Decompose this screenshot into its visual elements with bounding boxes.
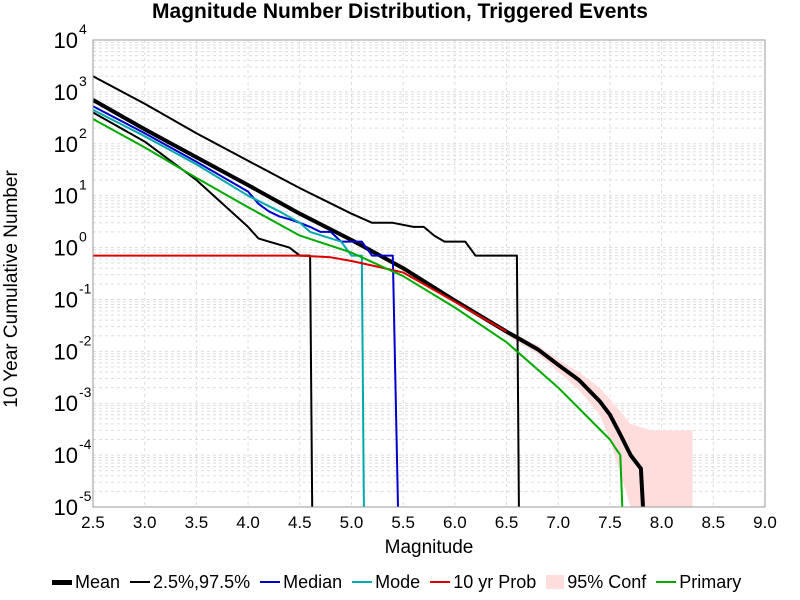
legend-item: 10 yr Prob <box>430 572 536 593</box>
svg-text:10: 10 <box>54 443 78 468</box>
x-tick-label: 4.5 <box>288 513 312 532</box>
svg-text:-2: -2 <box>79 332 92 348</box>
legend-label: 10 yr Prob <box>453 571 537 592</box>
svg-text:10: 10 <box>54 339 78 364</box>
y-tick-label: 10 0 <box>54 229 87 261</box>
y-tick-label: 10 4 <box>54 21 87 53</box>
x-tick-label: 7.0 <box>546 513 570 532</box>
x-tick-label: 5.5 <box>391 513 415 532</box>
legend-swatch <box>130 581 151 583</box>
x-tick-label: 2.5 <box>81 513 105 532</box>
x-axis-label: Magnitude <box>384 537 474 558</box>
y-tick-label: 10 3 <box>54 73 87 105</box>
legend-item: Primary <box>656 572 741 593</box>
legend: Mean 2.5%,97.5% Median Mode 10 yr Prob 95% Co… <box>52 570 792 594</box>
svg-text:10: 10 <box>54 391 78 416</box>
x-tick-label: 8.5 <box>701 513 725 532</box>
y-tick-label: 10 1 <box>54 177 87 209</box>
legend-swatch <box>352 581 373 583</box>
y-tick-label: 10 2 <box>54 125 87 157</box>
svg-text:10: 10 <box>54 236 78 261</box>
legend-label: 95% Conf <box>567 571 647 592</box>
x-tick-label: 5.0 <box>340 513 364 532</box>
legend-swatch <box>546 575 565 589</box>
chart-title: Magnitude Number Distribution, Triggered… <box>152 0 648 23</box>
svg-text:4: 4 <box>79 21 87 37</box>
legend-item: 95% Conf <box>546 572 646 593</box>
svg-text:3: 3 <box>79 73 87 89</box>
legend-swatch <box>430 581 451 583</box>
y-axis-label: 10 Year Cumulative Number <box>1 170 22 408</box>
series-line-2-5-97-5 <box>93 75 520 507</box>
legend-label: Median <box>283 571 343 592</box>
legend-item: Mean <box>52 572 120 593</box>
svg-text:10: 10 <box>54 80 78 105</box>
confidence-band <box>506 329 693 507</box>
series-line-mean <box>93 98 645 507</box>
svg-text:10: 10 <box>54 28 78 53</box>
legend-item: Median <box>260 572 342 593</box>
x-tick-label: 6.5 <box>495 513 519 532</box>
svg-text:-1: -1 <box>79 280 92 296</box>
svg-text:1: 1 <box>79 177 87 193</box>
svg-text:10: 10 <box>54 287 78 312</box>
y-tick-label: 10 -5 <box>54 488 92 520</box>
y-tick-label: 10 -1 <box>54 280 92 312</box>
svg-text:0: 0 <box>79 229 87 245</box>
legend-swatch <box>656 581 677 583</box>
svg-text:10: 10 <box>54 184 78 209</box>
y-tick-label: 10 -2 <box>54 332 92 364</box>
svg-text:-3: -3 <box>79 384 92 400</box>
legend-label: Mode <box>375 571 421 592</box>
x-tick-label: 9.0 <box>753 513 777 532</box>
svg-text:10: 10 <box>54 495 78 520</box>
svg-text:-4: -4 <box>79 436 92 452</box>
legend-label: Mean <box>75 571 121 592</box>
svg-text:2: 2 <box>79 125 87 141</box>
x-tick-label: 4.0 <box>236 513 260 532</box>
legend-item: 2.5%,97.5% <box>130 572 250 593</box>
plot-background <box>93 40 765 507</box>
x-tick-label: 8.0 <box>650 513 674 532</box>
x-tick-label: 3.5 <box>185 513 209 532</box>
y-tick-label: 10 -3 <box>54 384 92 416</box>
series-line-primary <box>93 118 624 507</box>
series-line-mode <box>93 109 365 507</box>
legend-item: Mode <box>352 572 420 593</box>
legend-label: Primary <box>679 571 742 592</box>
legend-swatch <box>52 579 72 585</box>
x-tick-label: 6.0 <box>443 513 467 532</box>
plot-frame <box>92 39 766 508</box>
series-line-median <box>93 105 399 507</box>
svg-text:-5: -5 <box>79 488 92 504</box>
legend-swatch <box>260 581 281 583</box>
svg-text:10: 10 <box>54 132 78 157</box>
legend-label: 2.5%,97.5% <box>153 571 251 592</box>
x-tick-label: 7.5 <box>598 513 622 532</box>
series-line-10-yr-prob <box>93 254 507 333</box>
x-tick-label: 3.0 <box>133 513 157 532</box>
y-tick-label: 10 -4 <box>54 436 92 468</box>
